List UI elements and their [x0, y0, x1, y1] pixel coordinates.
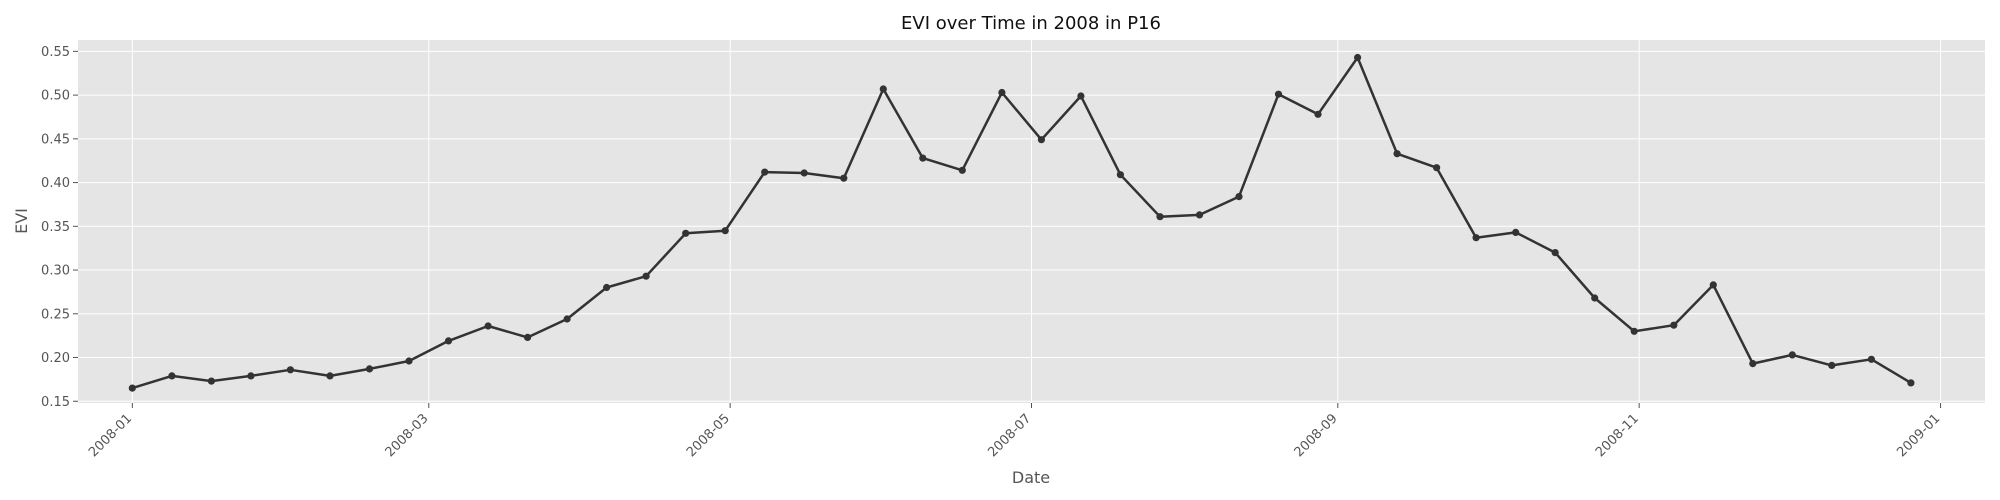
y-tick-label: 0.40 [41, 176, 70, 191]
chart-title: EVI over Time in 2008 in P16 [901, 13, 1161, 34]
evi-data-point [1670, 321, 1678, 329]
evi-data-point [1354, 53, 1362, 62]
evi-data-point [1037, 136, 1045, 144]
evi-data-point [1314, 110, 1322, 118]
evi-data-point [247, 372, 255, 380]
evi-data-point [1788, 351, 1796, 359]
evi-data-point [563, 315, 571, 323]
y-tick-label: 0.50 [41, 89, 70, 104]
evi-data-point [879, 85, 887, 93]
x-tick-label: 2009-01 [1894, 411, 1943, 460]
evi-data-point [1116, 171, 1124, 179]
x-tick-label: 2008-09 [1292, 411, 1341, 460]
evi-data-point [1393, 150, 1401, 158]
evi-data-point [405, 357, 413, 365]
evi-data-point [1907, 379, 1915, 387]
evi-data-point [168, 372, 176, 380]
evi-data-point [761, 168, 769, 176]
evi-data-point [1828, 361, 1836, 369]
x-tick-label: 2008-03 [383, 411, 432, 460]
evi-data-point [1156, 213, 1164, 221]
evi-data-point [1709, 281, 1717, 289]
evi-data-point [128, 384, 136, 392]
y-tick-label: 0.55 [41, 45, 70, 60]
evi-data-point [1433, 164, 1441, 172]
evi-data-point [524, 333, 532, 341]
evi-series-line [131, 56, 1912, 390]
evi-data-point [207, 377, 215, 385]
evi-data-point [1551, 249, 1559, 257]
evi-data-point [1630, 327, 1638, 335]
evi-data-point [958, 166, 966, 174]
y-tick-label: 0.45 [41, 132, 70, 147]
y-axis-label: EVI [12, 208, 31, 234]
evi-data-point [682, 229, 690, 237]
y-tick-label: 0.35 [41, 220, 70, 235]
evi-data-point [1591, 294, 1599, 302]
x-tick-label: 2008-07 [985, 411, 1034, 460]
y-tick-label: 0.30 [41, 264, 70, 279]
evi-data-point [365, 365, 374, 373]
x-axis-label: Date [1012, 468, 1050, 487]
evi-data-point [1512, 228, 1520, 236]
x-tick-label: 2008-01 [86, 411, 135, 460]
evi-data-point [1749, 360, 1757, 368]
y-tick-label: 0.25 [41, 307, 70, 322]
evi-data-point [800, 169, 808, 177]
x-tick-label: 2008-11 [1593, 411, 1642, 460]
evi-data-point [840, 174, 848, 182]
evi-data-point [1195, 211, 1204, 219]
series-layer [128, 53, 1915, 392]
evi-data-point [919, 154, 927, 162]
evi-data-point [326, 372, 334, 380]
evi-data-point [484, 322, 492, 330]
evi-data-point [1472, 234, 1480, 242]
evi-data-point [1274, 90, 1283, 98]
evi-data-point [998, 88, 1006, 97]
x-tick-label: 2008-05 [684, 411, 733, 460]
evi-data-point [286, 366, 294, 374]
evi-data-point [721, 227, 729, 235]
evi-data-point [1235, 193, 1243, 201]
gridlines [78, 40, 1985, 403]
evi-data-point [642, 272, 650, 280]
evi-data-point [603, 283, 611, 292]
y-tick-label: 0.15 [41, 395, 70, 410]
evi-data-point [1077, 92, 1085, 100]
evi-data-point [444, 337, 453, 345]
y-tick-label: 0.20 [41, 351, 70, 366]
evi-data-point [1867, 355, 1875, 363]
